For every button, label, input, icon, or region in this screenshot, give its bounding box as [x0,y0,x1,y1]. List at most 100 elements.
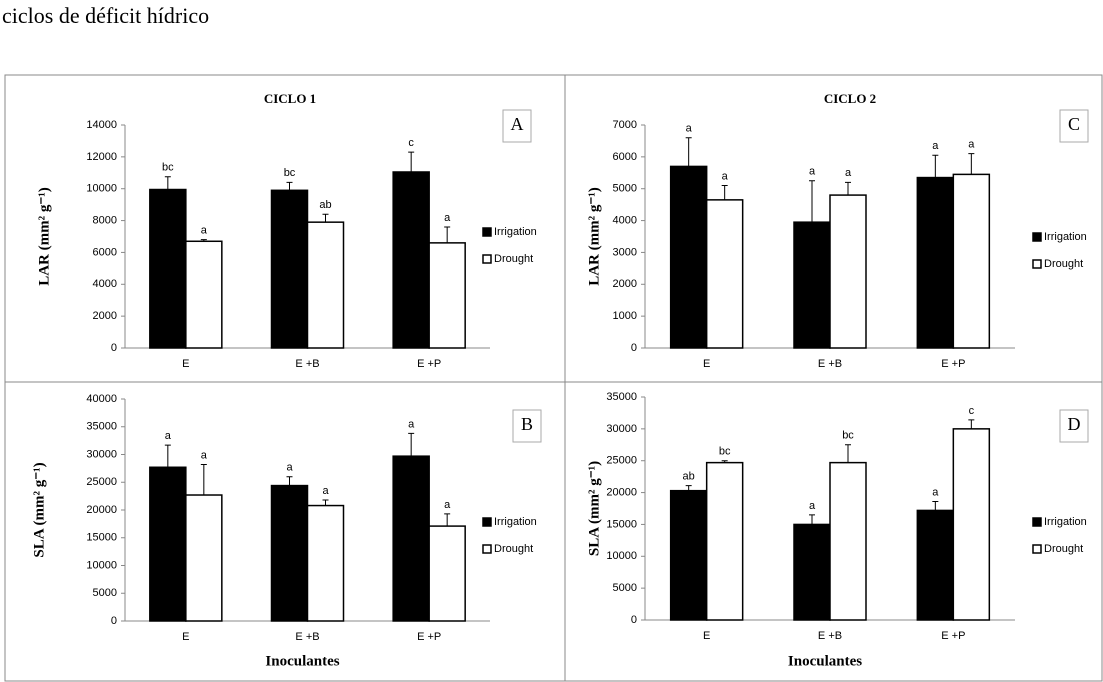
significance-letter: a [201,449,208,461]
significance-letter: a [686,123,693,135]
y-tick-label: 0 [631,614,637,626]
error-bar [408,152,414,172]
significance-letter: bc [162,162,174,174]
y-tick-label: 30000 [606,423,637,435]
significance-letter: a [408,418,415,430]
y-axis-label: SLA (mm² g⁻¹) [586,461,602,556]
y-axis-label: SLA (mm² g⁻¹) [31,462,47,557]
bar [272,486,308,621]
y-tick-label: 6000 [93,246,117,258]
x-tick-label: E [703,630,710,642]
significance-letter: c [408,137,414,149]
y-tick-label: 5000 [93,587,117,599]
y-tick-label: 35000 [86,421,117,433]
y-tick-label: 1000 [613,310,637,322]
error-bar [845,445,851,463]
y-tick-label: 10000 [86,183,117,195]
y-tick-label: 35000 [606,391,637,403]
legend-swatch [1033,518,1041,526]
error-bar [444,227,450,243]
panel-label: D [1068,414,1081,434]
significance-letter: a [444,499,451,511]
y-tick-label: 4000 [613,214,637,226]
error-bar [165,177,171,190]
significance-letter: ab [319,199,331,211]
bar [671,166,707,348]
figure: ciclos de déficit hídrico 02000400060008… [0,0,1103,682]
legend-swatch [483,518,491,526]
y-tick-label: 8000 [93,214,117,226]
x-tick-label: E [182,358,189,370]
x-tick-label: E +P [941,358,965,370]
legend-label: Irrigation [1044,231,1087,243]
error-bar [968,420,974,429]
significance-letter: bc [284,167,296,179]
significance-letter: a [201,225,208,237]
y-tick-label: 7000 [613,119,637,131]
bar [272,190,308,348]
x-axis-label: Inoculantes [265,653,339,669]
x-axis-label: Inoculantes [788,653,862,669]
x-tick-label: E +B [295,358,319,370]
error-bar [722,186,728,200]
legend-label: Irrigation [1044,516,1087,528]
panel-label: C [1068,114,1080,134]
x-tick-label: E [182,631,189,643]
legend-swatch [483,228,491,236]
bar [150,190,186,348]
y-tick-label: 2000 [613,278,637,290]
bar [953,174,989,348]
legend-swatch [1033,260,1041,268]
error-bar [287,182,293,190]
significance-letter: a [322,485,329,497]
y-tick-label: 15000 [606,518,637,530]
bar [917,510,953,620]
legend-label: Drought [1044,543,1083,555]
error-bar [287,477,293,486]
legend-swatch [483,545,491,553]
bar [429,243,465,348]
bar [953,429,989,620]
legend-label: Drought [494,543,533,555]
legend-swatch [1033,233,1041,241]
significance-letter: a [809,166,816,178]
bar [917,178,953,348]
x-tick-label: E +B [295,631,319,643]
bar [308,506,344,621]
y-tick-label: 40000 [86,393,117,405]
error-bar [968,154,974,175]
bar [308,222,344,348]
x-tick-label: E +P [417,358,441,370]
legend-label: Drought [1044,258,1083,270]
x-tick-label: E [703,358,710,370]
legend-label: Irrigation [494,226,537,238]
significance-letter: ab [683,470,695,482]
y-tick-label: 0 [111,342,117,354]
significance-letter: a [809,500,816,512]
significance-letter: a [286,462,293,474]
y-tick-label: 20000 [86,504,117,516]
significance-letter: a [165,430,172,442]
error-bar [444,514,450,526]
significance-letter: bc [842,430,854,442]
y-tick-label: 25000 [606,455,637,467]
error-bar [686,486,692,491]
y-tick-label: 0 [631,342,637,354]
bar [393,456,429,621]
bar [671,491,707,620]
y-tick-label: 10000 [606,550,637,562]
bar [830,195,866,348]
panel-label: B [521,414,533,434]
y-tick-label: 30000 [86,448,117,460]
significance-letter: a [968,139,975,151]
y-tick-label: 4000 [93,278,117,290]
y-tick-label: 12000 [86,151,117,163]
bar [393,172,429,348]
bar [830,463,866,620]
y-tick-label: 2000 [93,310,117,322]
y-tick-label: 14000 [86,119,117,131]
y-tick-label: 10000 [86,559,117,571]
x-tick-label: E +P [417,631,441,643]
error-bar [845,182,851,195]
chart-title: CICLO 1 [264,91,316,106]
